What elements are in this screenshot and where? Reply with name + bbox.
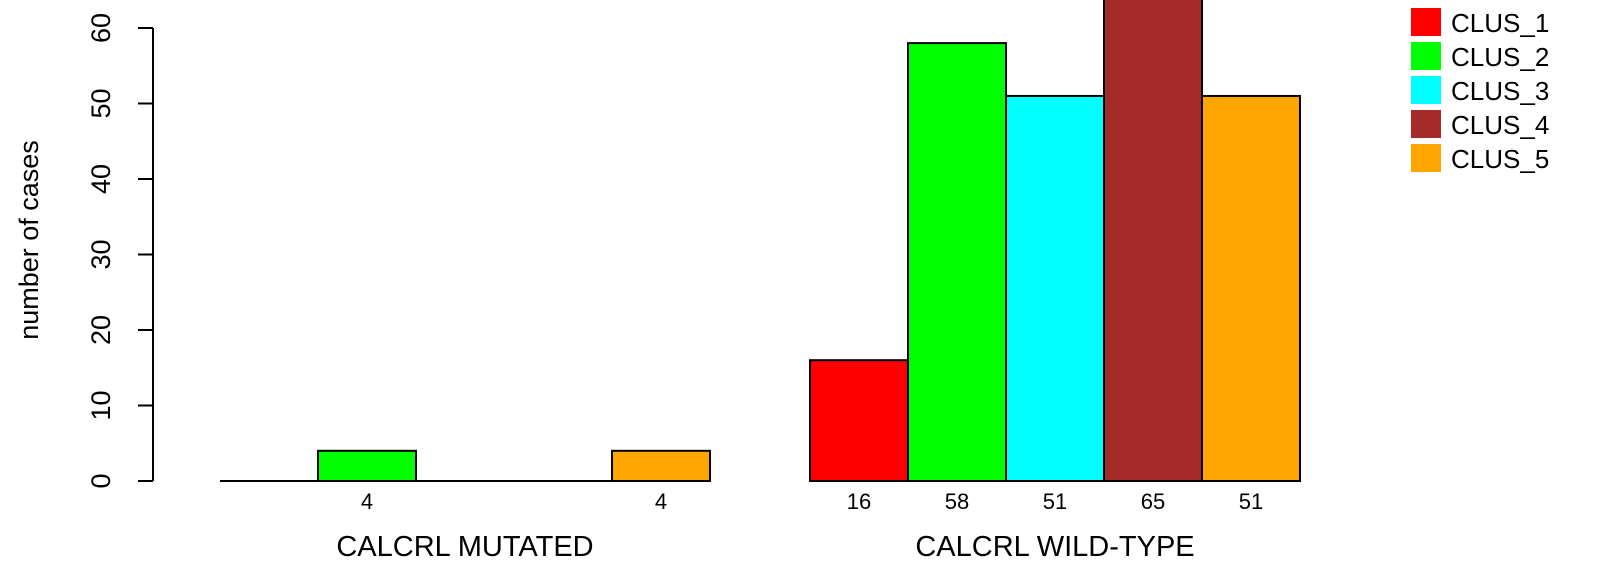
bar-value-label: 16 [847,489,871,514]
bar-clus-2 [907,42,1007,482]
legend-swatch [1411,8,1441,36]
bar-clus-3 [1005,94,1105,482]
group-labels: CALCRL MUTATED CALCRL WILD-TYPE [336,531,1194,563]
y-tick-label: 30 [86,239,116,269]
bar-clus-1 [809,359,909,483]
bar-value-label: 4 [361,489,373,514]
bar-value-label: 51 [1239,489,1263,514]
legend-label: CLUS_5 [1451,144,1549,174]
y-tick-label: 10 [86,390,116,420]
y-axis-label: number of cases [14,140,44,340]
y-tick-label: 40 [86,164,116,194]
bar-value-label: 4 [655,489,667,514]
bar-value-label: 58 [945,489,969,514]
bar-clus-4 [1103,0,1203,482]
bars [220,0,1301,483]
value-labels: 4 4 16 58 51 65 51 [361,489,1263,514]
bar-clus-5 [611,449,711,482]
legend-label: CLUS_1 [1451,8,1549,38]
legend-swatch [1411,144,1441,172]
bar-value-label: 65 [1141,489,1165,514]
bar-value-label: 51 [1043,489,1067,514]
y-tick-label: 0 [86,473,116,488]
bar-clus-5 [1201,94,1301,482]
legend-swatch [1411,110,1441,138]
y-tick-label: 50 [86,88,116,118]
legend: CLUS_1 CLUS_2 CLUS_3 CLUS_4 CLUS_5 [1411,8,1549,174]
legend-label: CLUS_2 [1451,42,1549,72]
legend-swatch [1411,42,1441,70]
legend-label: CLUS_3 [1451,76,1549,106]
legend-label: CLUS_4 [1451,110,1549,140]
y-tick-label: 20 [86,315,116,345]
legend-swatch [1411,76,1441,104]
y-tick-label: 60 [86,13,116,43]
y-axis: 0 10 20 30 40 50 60 [86,13,154,489]
group-label: CALCRL MUTATED [336,531,593,563]
bar-clus-2 [317,449,417,482]
group-label: CALCRL WILD-TYPE [915,531,1194,563]
